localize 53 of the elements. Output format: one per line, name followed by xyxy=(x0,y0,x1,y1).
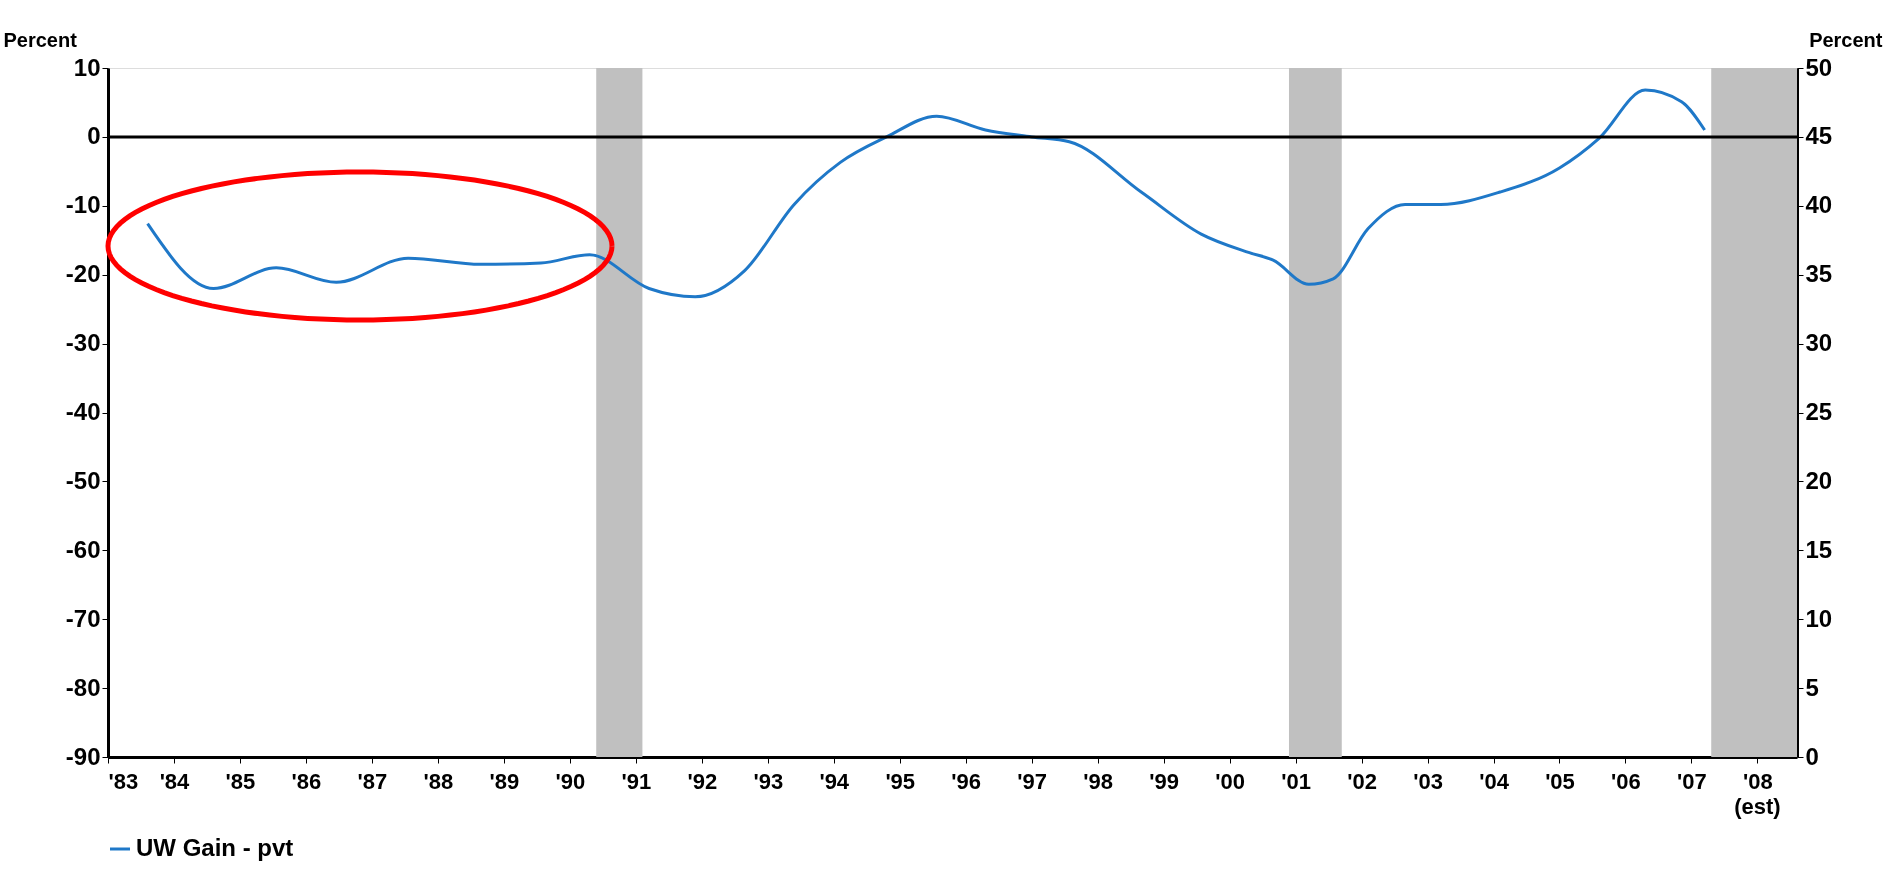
x-tick-label: '89 xyxy=(489,768,520,794)
y-tick-label: -20 xyxy=(65,260,101,288)
y-tick-label: 0 xyxy=(87,122,101,150)
y2-tick-label: 25 xyxy=(1805,398,1833,425)
y-tick-label: -90 xyxy=(65,742,101,770)
y2-tick-label: 10 xyxy=(1805,604,1833,632)
y2-tick-label: 45 xyxy=(1805,122,1833,150)
x-tick-label: '92 xyxy=(687,768,718,794)
y2-tick-label: 20 xyxy=(1805,466,1833,494)
y-tick-label: -50 xyxy=(65,466,101,494)
y-axis-title: Percent xyxy=(3,28,78,51)
x-tick-label: '06 xyxy=(1611,768,1641,794)
x-tick-label: '07 xyxy=(1677,768,1707,794)
y2-tick-label: 30 xyxy=(1805,329,1833,357)
x-tick-label: '99 xyxy=(1149,768,1179,794)
x-tick-label: '00 xyxy=(1215,768,1245,794)
x-tick-label: '02 xyxy=(1347,768,1377,794)
y2-tick-label: 40 xyxy=(1805,191,1833,219)
y-tick-label: -80 xyxy=(65,673,101,701)
x-tick-label: '97 xyxy=(1017,768,1048,794)
legend-label: UW Gain - pvt xyxy=(136,834,294,861)
x-tick-label: '86 xyxy=(291,768,322,794)
line-series xyxy=(146,88,1707,299)
y-tick-label: -60 xyxy=(65,535,101,563)
x-tick-label: '94 xyxy=(819,768,850,794)
x-tick-label: '96 xyxy=(951,768,982,794)
x-tick-label: '93 xyxy=(753,768,784,794)
y2-tick-label: 50 xyxy=(1805,53,1833,81)
text: (est) xyxy=(1734,794,1781,819)
x-tick-label: '08 xyxy=(1743,768,1773,794)
x-tick-label: '04 xyxy=(1479,768,1510,794)
x-tick-label: '87 xyxy=(357,768,388,794)
x-tick-label: '90 xyxy=(555,768,586,794)
y2-tick-label: 15 xyxy=(1805,535,1833,563)
x-tick-label: '88 xyxy=(423,768,454,794)
y2-tick-label: 0 xyxy=(1805,742,1819,770)
x-tick-label: '85 xyxy=(225,768,256,794)
y-tick-label: -10 xyxy=(65,191,101,219)
y2-axis-title: Percent xyxy=(1809,28,1883,51)
x-tick-label: '91 xyxy=(621,768,652,794)
y2-tick-label: 5 xyxy=(1805,673,1819,701)
y-tick-label: -70 xyxy=(65,604,101,632)
x-tick-label: '98 xyxy=(1083,768,1113,794)
x-tick-label: '84 xyxy=(159,768,191,794)
y-tick-label: -30 xyxy=(65,329,101,357)
x-tick-label: '03 xyxy=(1413,768,1443,794)
y-tick-label: -40 xyxy=(65,398,101,425)
x-tick-label: '01 xyxy=(1281,768,1311,794)
y2-tick-label: 35 xyxy=(1805,260,1833,288)
x-tick-label: '95 xyxy=(885,768,916,794)
x-tick-label: '05 xyxy=(1545,768,1575,794)
x-tick-label: '83 xyxy=(108,768,139,794)
y-tick-label: 10 xyxy=(73,53,101,81)
